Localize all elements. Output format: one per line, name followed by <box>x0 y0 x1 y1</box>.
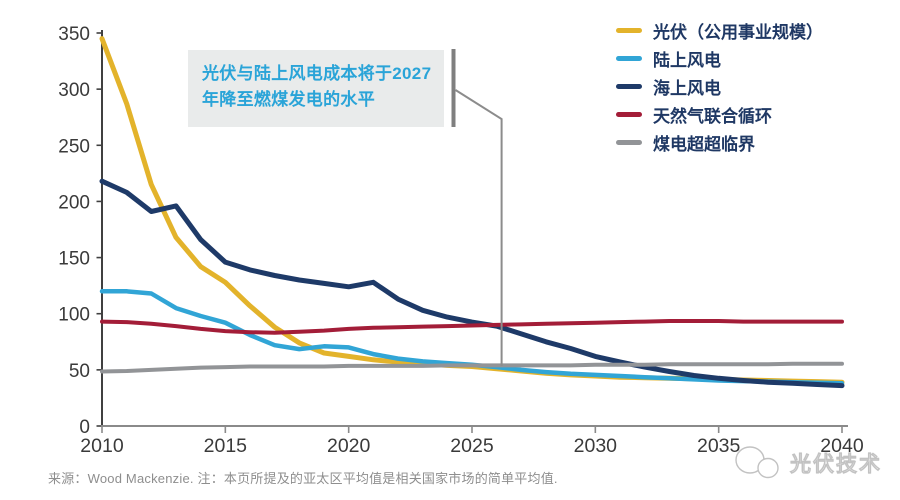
legend-label-onshore-wind: 陆上风电 <box>653 51 721 70</box>
annotation-text-line2: 年降至燃煤发电的水平 <box>202 90 375 109</box>
watermark-logo-icon <box>735 446 779 479</box>
x-axis-tick-label: 2035 <box>697 435 741 457</box>
callout-bracket-bar <box>451 49 456 127</box>
annotation-callout-box: 光伏与陆上风电成本将于2027 年降至燃煤发电的水平 <box>188 50 444 127</box>
x-axis-tick-label: 2020 <box>327 435 371 457</box>
x-axis-tick-label: 2030 <box>574 435 618 457</box>
legend-swatch-onshore-wind <box>616 56 642 61</box>
series-line-coal-ultra-supercritical <box>100 361 844 374</box>
y-axis-tick-label: 300 <box>58 80 90 101</box>
x-axis-tick-label: 2025 <box>450 435 494 457</box>
chart-legend: 光伏（公用事业规模） 陆上风电海上风电天然气联合循环 煤电超超临界 <box>616 22 823 162</box>
x-axis-tick-label: 2040 <box>820 435 864 457</box>
legend-swatch-gas-combined-cycle <box>616 112 642 117</box>
legend-item-offshore-wind: 海上风电 <box>616 78 823 98</box>
y-axis-tick-label: 100 <box>58 305 90 326</box>
y-axis-tick-label: 0 <box>79 417 90 438</box>
y-axis-tick-label: 150 <box>58 249 90 270</box>
legend-item-solar-pv: 光伏（公用事业规模） <box>616 22 823 42</box>
y-axis-tick-label: 50 <box>69 361 90 382</box>
series-line-offshore-wind <box>99 178 845 389</box>
legend-swatch-coal-ultra-supercritical <box>616 140 642 145</box>
legend-label-solar-pv: 光伏（公用事业规模） <box>653 23 823 42</box>
legend-swatch-solar-pv <box>616 28 642 33</box>
legend-item-gas-combined-cycle: 天然气联合循环 <box>616 106 823 126</box>
legend-label-offshore-wind: 海上风电 <box>653 79 721 98</box>
watermark-text: 光伏技术 <box>790 453 882 477</box>
series-line-onshore-wind <box>99 289 845 386</box>
y-axis-tick-label: 200 <box>58 192 90 213</box>
source-note: 来源：Wood Mackenzie. 注：本页所提及的亚太区平均值是相关国家市场… <box>48 471 558 486</box>
legend-label-gas-combined-cycle: 天然气联合循环 <box>653 107 772 126</box>
y-axis-tick-label: 250 <box>58 136 90 157</box>
legend-item-coal-ultra-supercritical: 煤电超超临界 <box>616 134 823 154</box>
x-axis-tick-label: 2015 <box>204 435 248 457</box>
legend-swatch-offshore-wind <box>616 84 642 89</box>
series-line-gas-combined-cycle <box>100 319 844 335</box>
legend-item-onshore-wind: 陆上风电 <box>616 50 823 70</box>
legend-label-coal-ultra-supercritical: 煤电超超临界 <box>653 135 755 154</box>
watermark: 光伏技术 <box>728 442 882 484</box>
x-axis-tick-label: 2010 <box>80 435 124 457</box>
y-axis-tick-label: 350 <box>58 24 90 45</box>
callout-pointer-line <box>454 89 503 366</box>
annotation-text-line1: 光伏与陆上风电成本将于2027 <box>202 64 432 83</box>
